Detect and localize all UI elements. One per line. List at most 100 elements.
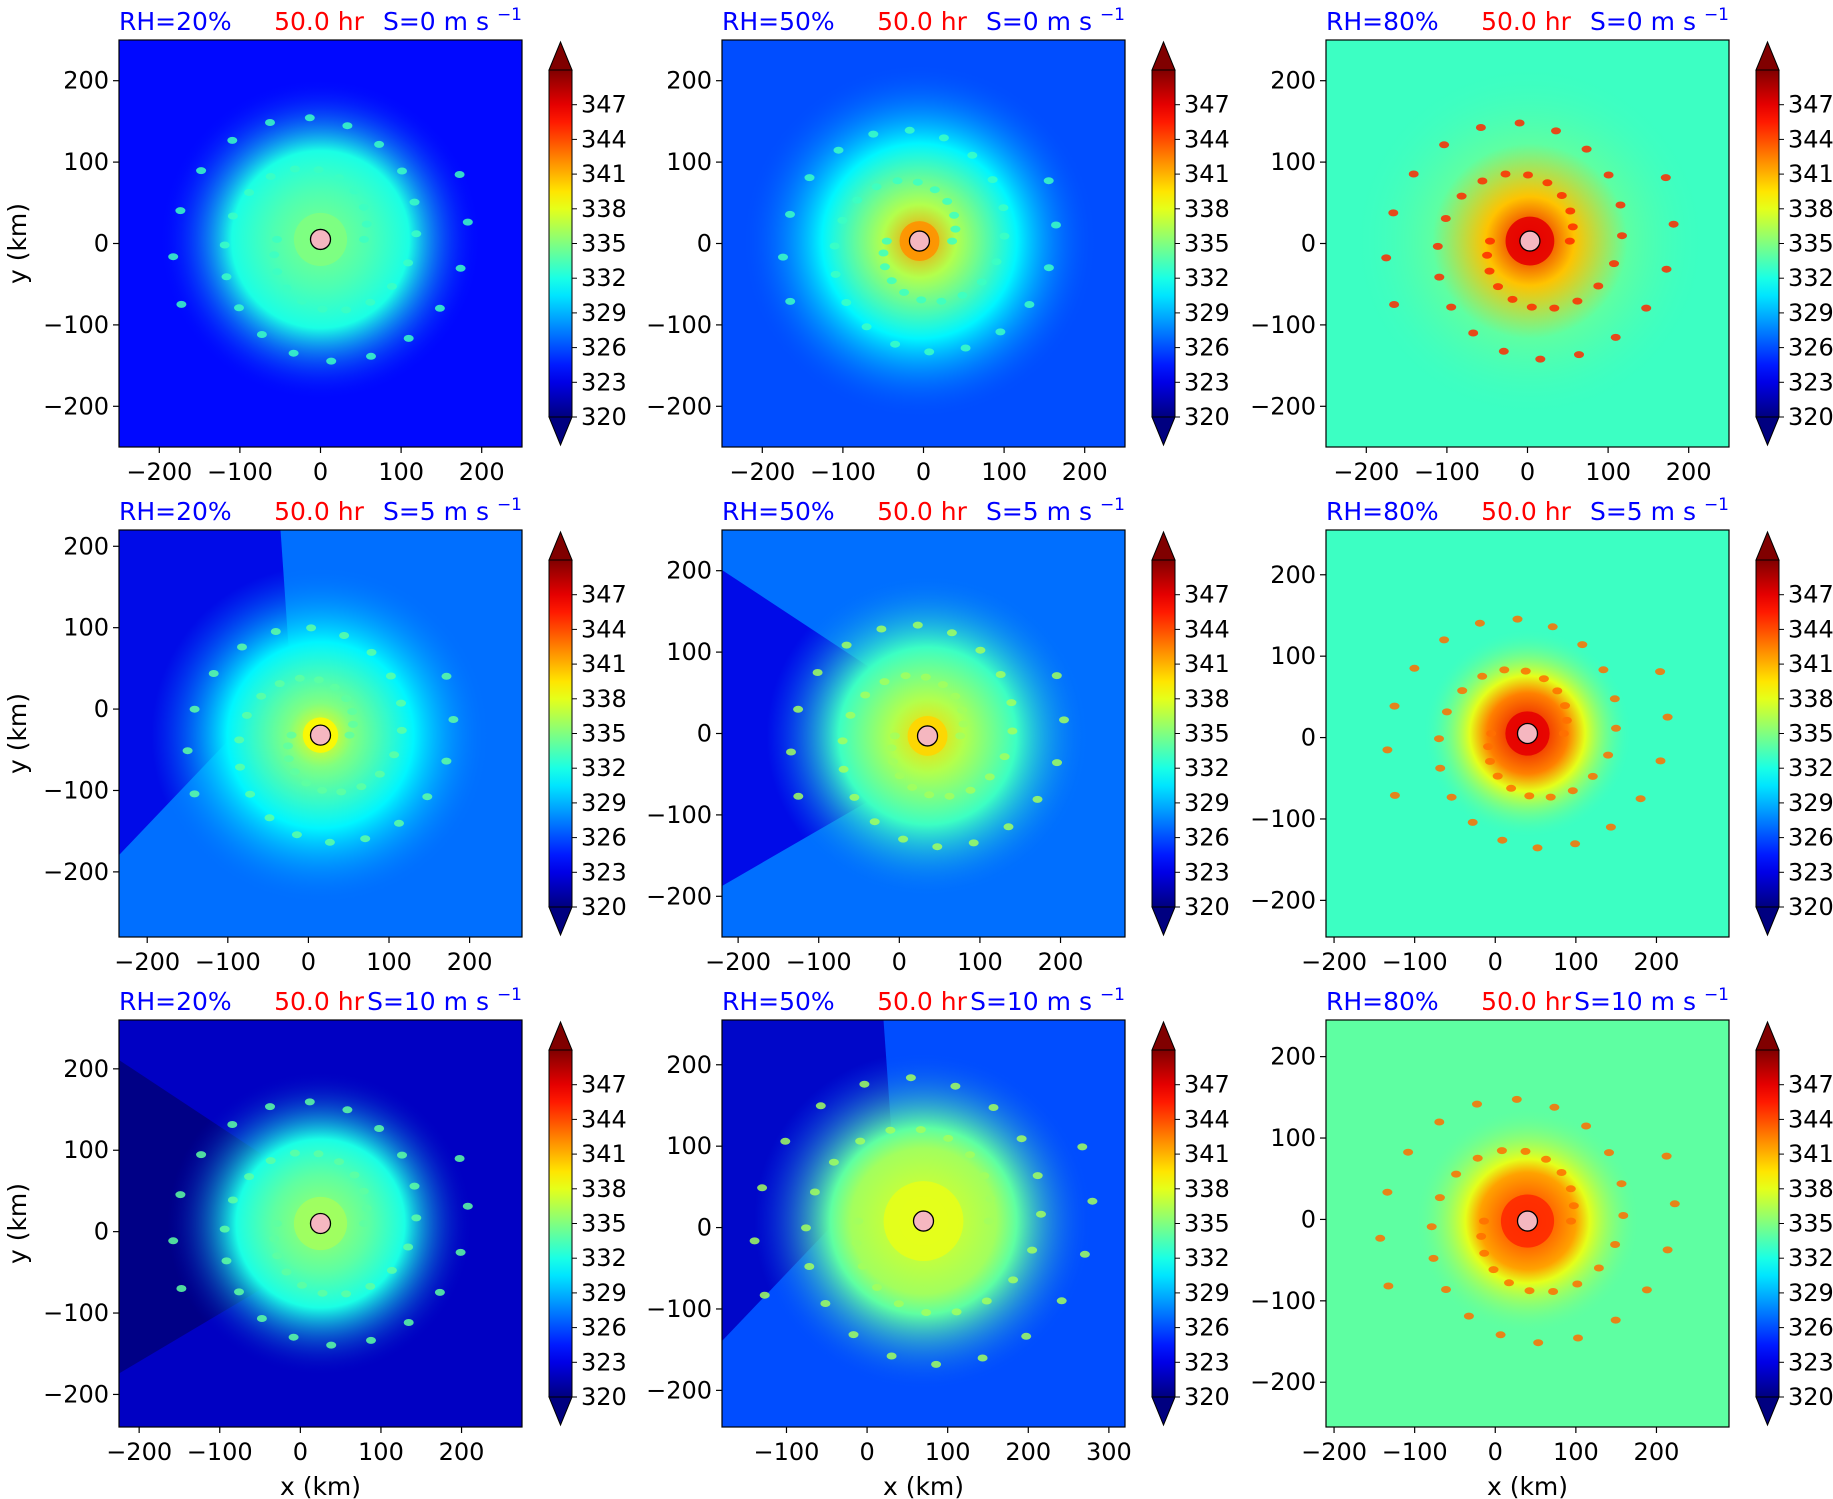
rainband-cell [227, 1121, 238, 1128]
rainband-cell [1660, 174, 1671, 182]
rainband-cell [815, 1102, 826, 1110]
colorbar-body [1151, 559, 1176, 908]
rainband-cell [1641, 304, 1652, 312]
rainband-cell [326, 357, 337, 365]
rainband-cell [936, 297, 947, 305]
rainband-cell [1549, 304, 1560, 312]
colorbar-tick-label: 347 [1184, 581, 1230, 609]
rainband-cell [1485, 237, 1495, 245]
x-tick-label: 200 [1666, 458, 1712, 486]
rainband-cell [1389, 791, 1400, 799]
rainband-cell [1641, 1286, 1652, 1294]
rainband-cell [441, 757, 452, 765]
y-tick-label: 0 [94, 230, 109, 258]
colorbar-tick-label: 323 [1184, 1348, 1230, 1376]
y-tick-label: −200 [1250, 392, 1316, 420]
rainband-cell [1617, 232, 1627, 240]
colorbar-tick-label: 332 [1184, 264, 1230, 292]
colorbar-tick-label: 344 [1788, 125, 1833, 153]
y-tick-label: 0 [94, 1218, 109, 1246]
colorbar-tick-label: 338 [1788, 1175, 1833, 1203]
rainband-cell [349, 1171, 360, 1179]
y-tick-label: 100 [63, 614, 109, 642]
rainband-cell [1409, 664, 1420, 672]
rainband-cell [344, 731, 355, 739]
rainband-cell [283, 755, 294, 763]
rainband-cell [234, 736, 245, 744]
x-tick-label: −100 [187, 1438, 253, 1466]
rainband-cell [1434, 735, 1444, 743]
rainband-cell [1446, 793, 1457, 801]
rainband-cell [876, 625, 887, 633]
storm-center-marker [309, 228, 332, 251]
rainband-cell [1488, 1266, 1499, 1274]
rainband-cell [950, 692, 961, 700]
colorbar-tick-label: 332 [1788, 754, 1833, 782]
rainband-cell [244, 1173, 255, 1181]
colorbar: 347 344 341 338 335 332 329 326 323 320 [548, 1020, 627, 1427]
y-tick-label: 200 [63, 67, 109, 95]
rainband-cell [995, 671, 1006, 678]
rainband-cell [912, 178, 923, 186]
rainband-cell [820, 1300, 831, 1307]
rainband-cell [1662, 713, 1673, 721]
plot-frame [1325, 1019, 1730, 1428]
rainband-cell [932, 843, 943, 851]
rainband-cell [317, 305, 328, 313]
rainband-cell [1551, 127, 1561, 135]
rainband-cell [968, 839, 979, 847]
rainband-cell [879, 263, 890, 271]
rainband-cell [1661, 1152, 1672, 1160]
x-tick-label: 100 [1585, 458, 1631, 486]
rainband-cell [869, 818, 880, 826]
rainband-cell [1475, 124, 1486, 131]
rainband-cell [1506, 784, 1517, 792]
rainband-cell [991, 258, 1002, 266]
rainband-cell [347, 708, 358, 715]
rainband-cell [342, 122, 353, 130]
rainband-cell [1439, 636, 1450, 644]
x-tick-label: 0 [892, 948, 907, 976]
rainband-cell [272, 1252, 283, 1260]
x-tick-label: 200 [1038, 948, 1084, 976]
y-tick-label: 0 [1301, 1205, 1316, 1233]
rainband-cell [1021, 1332, 1032, 1340]
colorbar-tick-label: 320 [1788, 893, 1833, 921]
colorbar: 347 344 341 338 335 332 329 326 323 320 [1755, 530, 1833, 937]
colorbar-body [1151, 1049, 1176, 1398]
rainband-cell [886, 277, 897, 285]
colorbar-extend-max [1151, 1020, 1176, 1051]
y-tick-label: −100 [646, 1295, 712, 1323]
rainband-cell [341, 306, 352, 314]
rainband-cell [1524, 1287, 1535, 1295]
y-tick-label: −100 [1250, 805, 1316, 833]
rainband-cell [329, 683, 340, 691]
rainband-cell [1016, 1135, 1027, 1143]
y-tick-label: −100 [646, 311, 712, 339]
rainband-cell [1574, 351, 1584, 359]
title-shear: S=10 m s −1 [970, 985, 1125, 1016]
rainband-cell [403, 334, 414, 342]
x-tick-label: −200 [1301, 1438, 1367, 1466]
colorbar-extend-max [1755, 40, 1780, 71]
rainband-cell [924, 791, 935, 799]
rainband-cell [1043, 177, 1054, 185]
colorbar-tick-label: 323 [1788, 368, 1833, 396]
rainband-cell [289, 165, 300, 173]
colorbar-tick-label: 326 [1184, 334, 1230, 362]
rainband-cell [462, 1202, 473, 1210]
colorbar-tick-label: 326 [1788, 334, 1833, 362]
rainband-cell [208, 670, 219, 677]
colorbar-tick-label: 335 [1184, 720, 1230, 748]
rainband-cell [1495, 1331, 1506, 1339]
rainband-cell [409, 198, 420, 206]
colorbar-tick-label: 341 [1184, 650, 1230, 678]
rainband-cell [829, 242, 840, 250]
rainband-cell [929, 186, 940, 194]
rainband-cell [339, 632, 350, 639]
rainband-cell [1566, 1217, 1576, 1225]
colorbar-tick-label: 335 [1788, 230, 1833, 258]
rainband-cell [403, 1243, 414, 1251]
rainband-cell [1499, 666, 1510, 674]
rainband-cell [234, 304, 244, 312]
